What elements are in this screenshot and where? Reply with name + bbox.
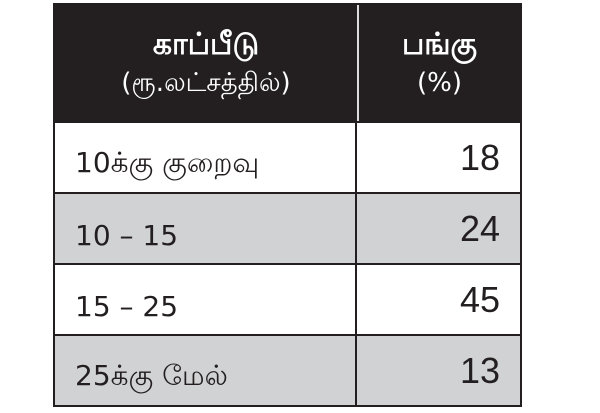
table-row: 10 – 15 24 [55, 192, 520, 263]
share-unit: (%) [417, 68, 462, 98]
share-cell: 45 [459, 278, 500, 320]
header-cell-share: பங்கு (%) [359, 5, 520, 121]
table-header: காப்பீடு (ரூ.லட்சத்தில்) பங்கு (%) [55, 5, 520, 121]
range-cell: 15 – 25 [55, 265, 357, 334]
coverage-title: காப்பீடு [152, 27, 260, 62]
range-cell: 10 – 15 [55, 194, 357, 263]
share-title: பங்கு [401, 27, 478, 62]
share-cell: 24 [459, 207, 500, 249]
range-cell: 25க்கு மேல் [55, 336, 357, 405]
share-cell: 18 [459, 136, 500, 178]
share-cell: 13 [459, 349, 500, 391]
insurance-share-table: காப்பீடு (ரூ.லட்சத்தில்) பங்கு (%) 10க்க… [53, 3, 522, 407]
coverage-unit: (ரூ.லட்சத்தில்) [121, 68, 291, 98]
table-row: 15 – 25 45 [55, 263, 520, 334]
table-row: 25க்கு மேல் 13 [55, 334, 520, 405]
table-row: 10க்கு குறைவு 18 [55, 121, 520, 192]
range-cell: 10க்கு குறைவு [55, 123, 357, 192]
header-cell-coverage: காப்பீடு (ரூ.லட்சத்தில்) [55, 5, 359, 121]
